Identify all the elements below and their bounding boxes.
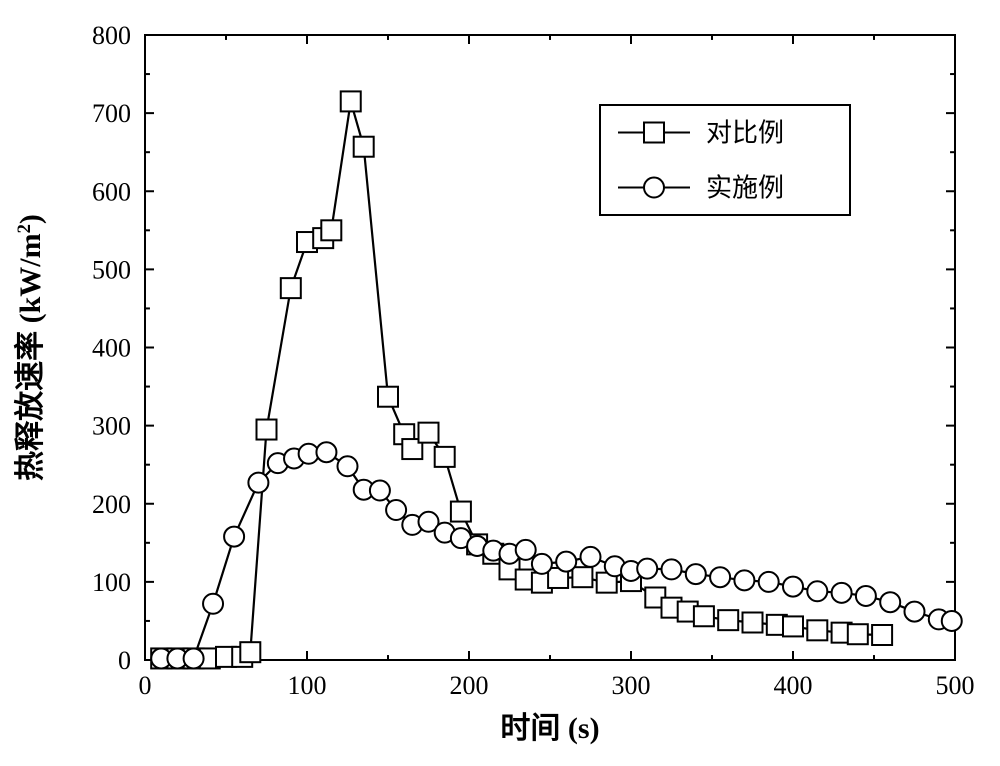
y-tick-label: 100 [92, 568, 131, 597]
circle-marker [783, 577, 803, 597]
circle-marker [856, 586, 876, 606]
y-tick-label: 600 [92, 177, 131, 206]
circle-marker [807, 581, 827, 601]
x-tick-label: 400 [774, 671, 813, 700]
square-marker [341, 91, 361, 111]
line-chart: 0 100 200 300 400 500 0 100 200 300 400 500 600 700 80… [0, 0, 1000, 766]
legend-label: 对比例 [706, 119, 784, 148]
circle-marker [581, 547, 601, 567]
legend-label: 实施例 [706, 174, 784, 203]
circle-marker [686, 564, 706, 584]
circle-marker [662, 559, 682, 579]
circle-marker [905, 602, 925, 622]
chart-viewport: { "chart": { "type": "line", "width": 10… [0, 0, 1000, 766]
circle-marker [338, 456, 358, 476]
y-tick-label: 400 [92, 334, 131, 363]
y-tick-label: 700 [92, 99, 131, 128]
square-marker [240, 642, 260, 662]
y-tick-label: 300 [92, 412, 131, 441]
y-axis-label: 热释放速率 (kW/m2) [14, 214, 48, 481]
circle-marker [759, 572, 779, 592]
circle-marker [386, 500, 406, 520]
legend-square-icon [644, 123, 664, 143]
square-marker [848, 624, 868, 644]
square-marker [321, 220, 341, 240]
square-marker [281, 278, 301, 298]
circle-marker [370, 480, 390, 500]
square-marker [435, 447, 455, 467]
circle-marker [516, 540, 536, 560]
square-marker [419, 423, 439, 443]
x-tick-label: 300 [612, 671, 651, 700]
square-marker [354, 137, 374, 157]
y-tick-label: 800 [92, 21, 131, 50]
circle-marker [710, 567, 730, 587]
circle-marker [224, 527, 244, 547]
x-tick-label: 200 [450, 671, 489, 700]
y-tick-label: 500 [92, 255, 131, 284]
circle-marker [942, 611, 962, 631]
square-marker [572, 567, 592, 587]
y-tick-label: 200 [92, 490, 131, 519]
square-marker [718, 610, 738, 630]
x-tick-label: 0 [139, 671, 152, 700]
square-marker [807, 620, 827, 640]
y-tick-label: 0 [118, 646, 131, 675]
square-marker [743, 613, 763, 633]
circle-marker [637, 559, 657, 579]
circle-marker [203, 594, 223, 614]
circle-marker [556, 552, 576, 572]
circle-marker [734, 570, 754, 590]
x-tick-label: 100 [288, 671, 327, 700]
legend-circle-icon [644, 178, 664, 198]
circle-marker [316, 442, 336, 462]
square-marker [257, 420, 277, 440]
x-axis-label: 时间 (s) [500, 712, 599, 745]
circle-marker [184, 648, 204, 668]
circle-marker [880, 592, 900, 612]
circle-marker [832, 583, 852, 603]
square-marker [694, 606, 714, 626]
square-marker [783, 616, 803, 636]
square-marker [451, 502, 471, 522]
circle-marker [248, 473, 268, 493]
x-tick-label: 500 [936, 671, 975, 700]
square-marker [378, 387, 398, 407]
square-marker [872, 625, 892, 645]
circle-marker [532, 554, 552, 574]
